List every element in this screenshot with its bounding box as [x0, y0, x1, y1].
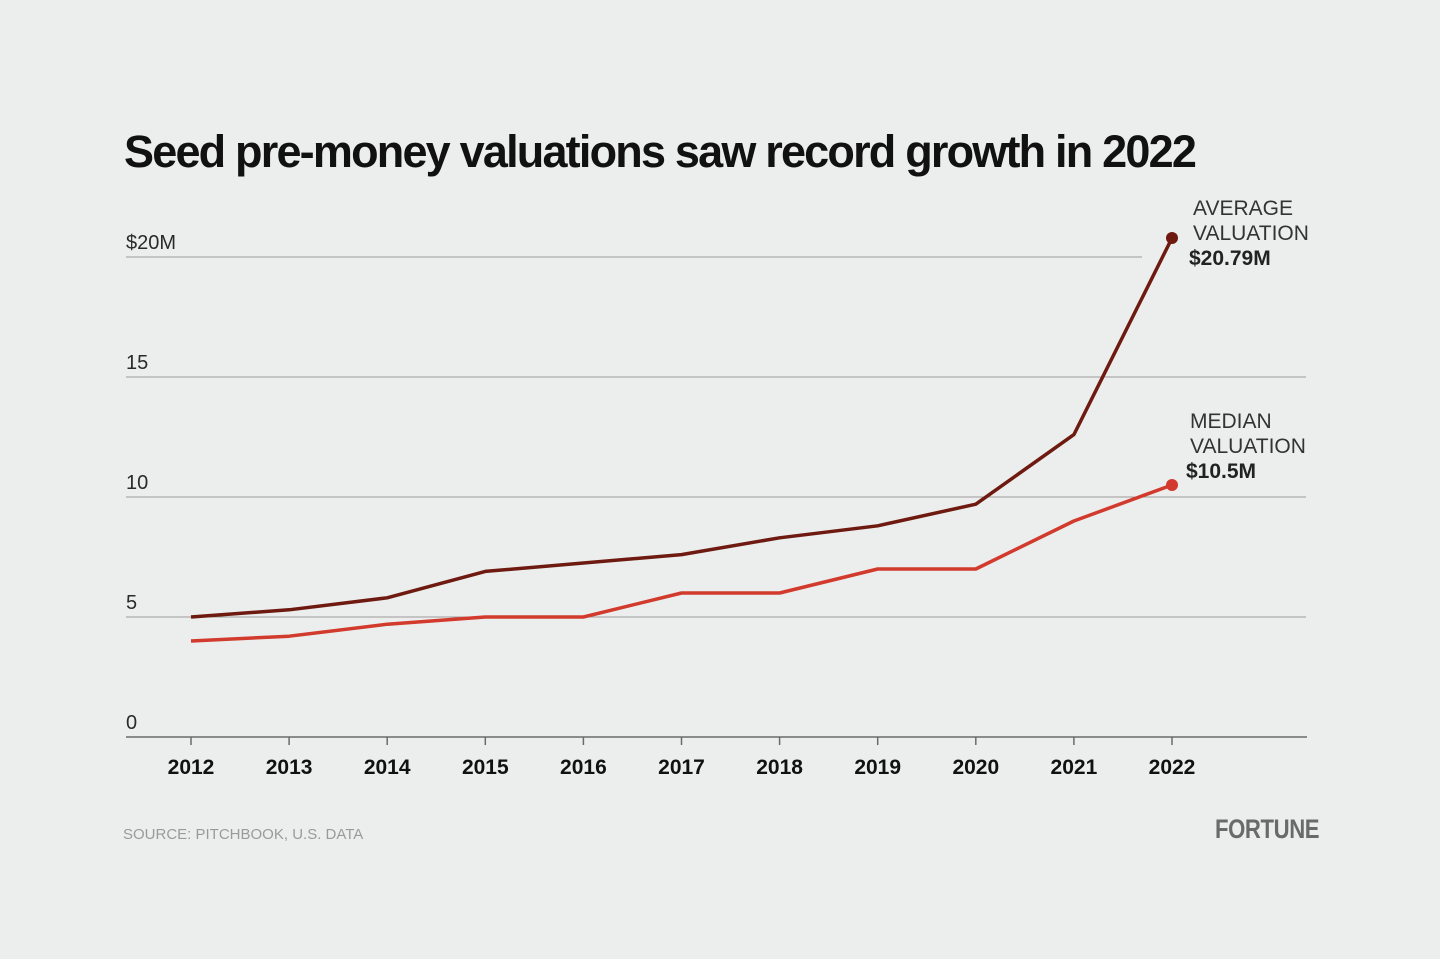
x-tick-label: 2014	[364, 756, 411, 779]
source-note: SOURCE: PITCHBOOK, U.S. DATA	[123, 826, 364, 843]
series-label: MEDIAN	[1190, 410, 1272, 433]
end-value-label: $10.5M	[1186, 460, 1256, 483]
series-line-average	[190, 237, 1174, 619]
fortune-logo: FORTUNE	[1215, 814, 1320, 844]
y-tick-label: 15	[126, 352, 148, 374]
series-line-median	[190, 483, 1173, 643]
series-label: VALUATION	[1190, 435, 1306, 458]
end-point-median	[1166, 479, 1178, 491]
series-label: VALUATION	[1193, 222, 1309, 245]
y-tick-label: 5	[126, 592, 137, 614]
y-tick-label: 10	[126, 472, 148, 494]
x-tick-label: 2018	[756, 756, 803, 779]
x-tick-label: 2021	[1051, 756, 1098, 779]
y-tick-label: $20M	[126, 232, 176, 254]
y-tick-label: 0	[126, 712, 137, 734]
x-tick-label: 2015	[462, 756, 509, 779]
x-tick-label: 2016	[560, 756, 607, 779]
x-tick-label: 2020	[952, 756, 999, 779]
end-value-label: $20.79M	[1189, 247, 1271, 270]
end-point-average	[1166, 232, 1178, 245]
chart-title: Seed pre-money valuations saw record gro…	[124, 126, 1197, 177]
x-tick-label: 2017	[658, 756, 705, 779]
x-tick-label: 2012	[168, 756, 215, 779]
x-tick-label: 2022	[1149, 756, 1196, 779]
series-label: AVERAGE	[1193, 197, 1293, 220]
x-tick-label: 2013	[266, 756, 313, 779]
x-tick-label: 2019	[854, 756, 901, 779]
